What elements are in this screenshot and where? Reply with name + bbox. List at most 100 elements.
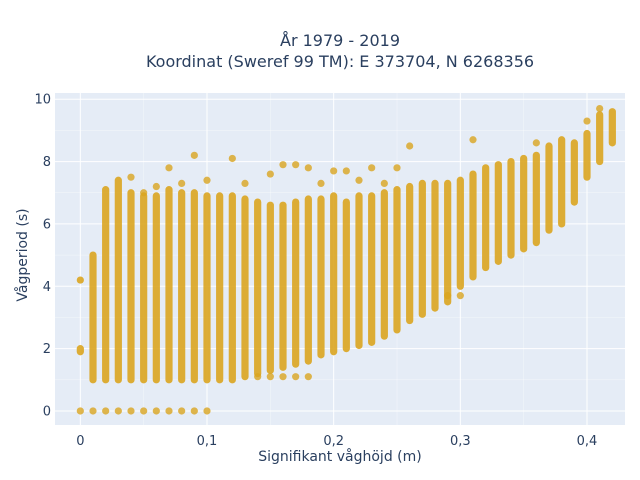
point-column <box>380 189 388 340</box>
point-column <box>279 201 287 371</box>
point-column <box>190 189 198 384</box>
x-axis-title: Signifikant våghöjd (m) <box>258 448 421 465</box>
data-point <box>140 407 148 415</box>
point-column <box>608 108 616 147</box>
data-point <box>380 179 388 188</box>
point-column <box>545 142 553 234</box>
data-point <box>152 407 160 415</box>
data-point <box>241 179 249 188</box>
point-column <box>456 176 464 290</box>
point-column <box>355 192 363 350</box>
point-column <box>393 186 401 334</box>
data-point <box>178 179 186 188</box>
data-point <box>114 407 122 415</box>
data-point <box>279 161 287 169</box>
data-point <box>596 104 604 113</box>
data-point <box>532 139 540 147</box>
point-column <box>228 192 236 384</box>
point-column <box>292 198 300 368</box>
y-tick-label: 8 <box>43 155 51 170</box>
chart-title-line-2: Koordinat (Sweref 99 TM): E 373704, N 62… <box>146 52 534 71</box>
point-column <box>494 161 502 265</box>
data-point <box>203 176 211 184</box>
point-column <box>507 157 515 259</box>
point-column <box>444 179 452 306</box>
data-point <box>89 407 97 415</box>
data-point <box>583 117 591 125</box>
data-point <box>469 136 477 144</box>
point-column <box>152 192 160 384</box>
point-column <box>241 195 249 381</box>
point-column <box>570 139 578 206</box>
x-tick-label: 0 <box>76 434 84 449</box>
y-tick-label: 2 <box>43 342 51 357</box>
data-points <box>76 104 616 415</box>
point-column <box>406 182 414 325</box>
data-point <box>304 373 312 381</box>
data-point <box>254 373 262 381</box>
point-column <box>216 192 224 384</box>
data-point <box>456 292 464 300</box>
point-column <box>127 189 135 384</box>
y-axis-ticks: 0 2 4 6 8 10 <box>34 93 51 420</box>
data-point <box>190 407 198 415</box>
point-column <box>431 179 439 312</box>
point-column <box>165 186 173 384</box>
x-tick-label: 0,2 <box>323 434 344 449</box>
y-tick-label: 4 <box>43 280 51 295</box>
x-tick-label: 0,4 <box>577 434 598 449</box>
data-point <box>165 164 173 172</box>
data-point <box>76 407 84 415</box>
point-column <box>558 136 566 228</box>
x-axis-ticks: 0 0,1 0,2 0,3 0,4 <box>76 434 597 449</box>
point-column <box>89 251 97 384</box>
point-column <box>532 151 540 247</box>
point-column <box>266 201 274 375</box>
x-tick-label: 0,3 <box>450 434 471 449</box>
data-point <box>127 173 135 181</box>
data-point <box>292 373 300 381</box>
data-point <box>444 292 452 300</box>
point-column <box>304 195 312 365</box>
chart-title-line-1: År 1979 - 2019 <box>280 31 400 50</box>
point-column <box>76 276 84 284</box>
data-point <box>406 142 414 150</box>
point-column <box>254 198 262 378</box>
data-point <box>330 167 338 175</box>
data-point <box>127 407 135 415</box>
data-point <box>317 179 325 188</box>
data-point <box>152 182 160 191</box>
y-axis-title: Vågperiod (s) <box>14 208 31 301</box>
data-point <box>266 373 274 381</box>
point-column <box>330 192 338 356</box>
point-column <box>76 345 84 356</box>
data-point <box>279 373 287 381</box>
data-point <box>292 161 300 169</box>
data-point <box>165 407 173 415</box>
data-point <box>355 176 363 184</box>
data-point <box>342 167 350 175</box>
point-column <box>342 198 350 353</box>
point-column <box>140 192 148 384</box>
data-point <box>393 164 401 172</box>
point-column <box>418 179 426 318</box>
data-point <box>140 189 148 197</box>
point-column <box>469 170 477 281</box>
point-column <box>520 154 528 253</box>
y-tick-label: 6 <box>43 217 51 232</box>
point-column <box>583 129 591 181</box>
point-column <box>317 195 325 359</box>
y-tick-label: 10 <box>34 93 51 108</box>
data-point <box>178 407 186 415</box>
plot-area <box>55 93 625 425</box>
data-point <box>203 407 211 415</box>
point-column <box>368 192 376 346</box>
y-tick-label: 0 <box>43 404 51 419</box>
point-column <box>102 186 110 384</box>
point-column <box>596 111 604 166</box>
data-point <box>190 151 198 159</box>
data-point <box>266 170 274 178</box>
point-column <box>203 192 211 384</box>
